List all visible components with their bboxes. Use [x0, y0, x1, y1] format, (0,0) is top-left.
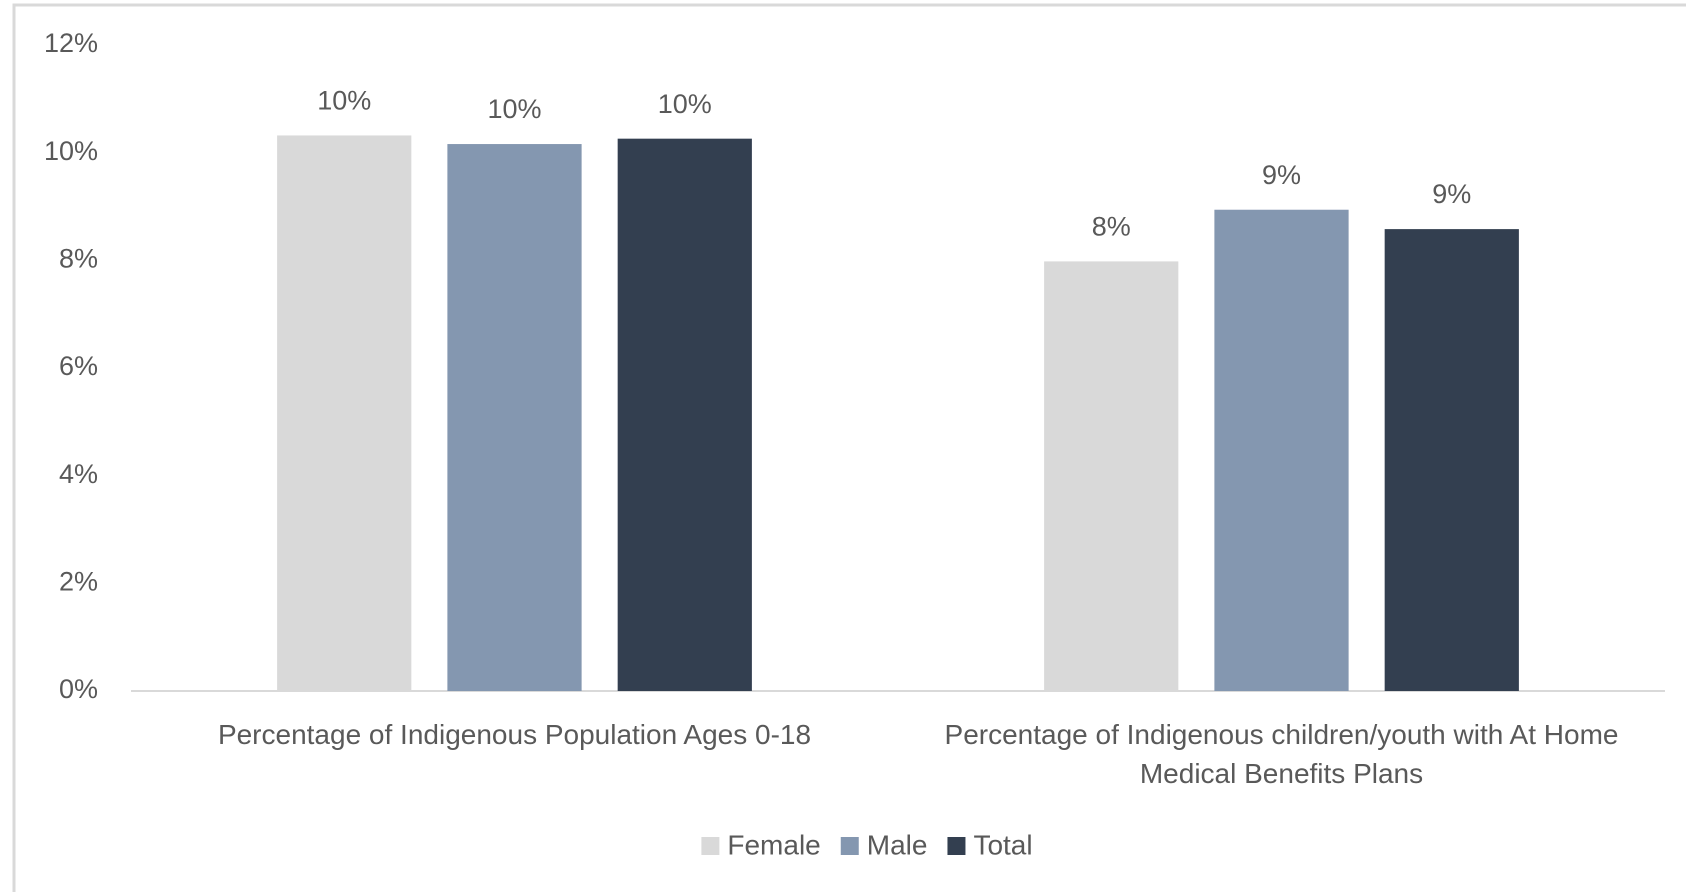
legend-label: Female [727, 829, 820, 860]
legend-swatch [947, 837, 966, 855]
data-label: 9% [1432, 179, 1471, 209]
legend-swatch [701, 837, 720, 855]
data-label: 10% [658, 89, 712, 119]
y-tick-label: 2% [59, 566, 98, 596]
y-tick-label: 8% [59, 243, 98, 273]
bar [447, 144, 582, 691]
y-tick-label: 0% [59, 674, 98, 704]
bar [617, 138, 752, 692]
legend-label: Total [973, 829, 1032, 860]
legend-swatch [840, 837, 859, 855]
bar [1384, 229, 1519, 692]
x-tick-label: Percentage of Indigenous children/youth … [944, 719, 1619, 789]
data-label: 8% [1092, 212, 1131, 242]
data-label: 9% [1262, 160, 1301, 190]
data-label: 10% [317, 86, 371, 116]
data-label: 10% [487, 94, 541, 124]
bar [1214, 209, 1349, 692]
bar [1044, 261, 1179, 691]
legend-label: Male [867, 829, 928, 860]
y-tick-label: 10% [44, 136, 98, 166]
y-tick-label: 12% [44, 28, 98, 58]
y-tick-label: 4% [59, 459, 98, 489]
bar [277, 135, 412, 691]
x-tick-label: Percentage of Indigenous Population Ages… [217, 719, 812, 750]
y-tick-label: 6% [59, 351, 98, 381]
